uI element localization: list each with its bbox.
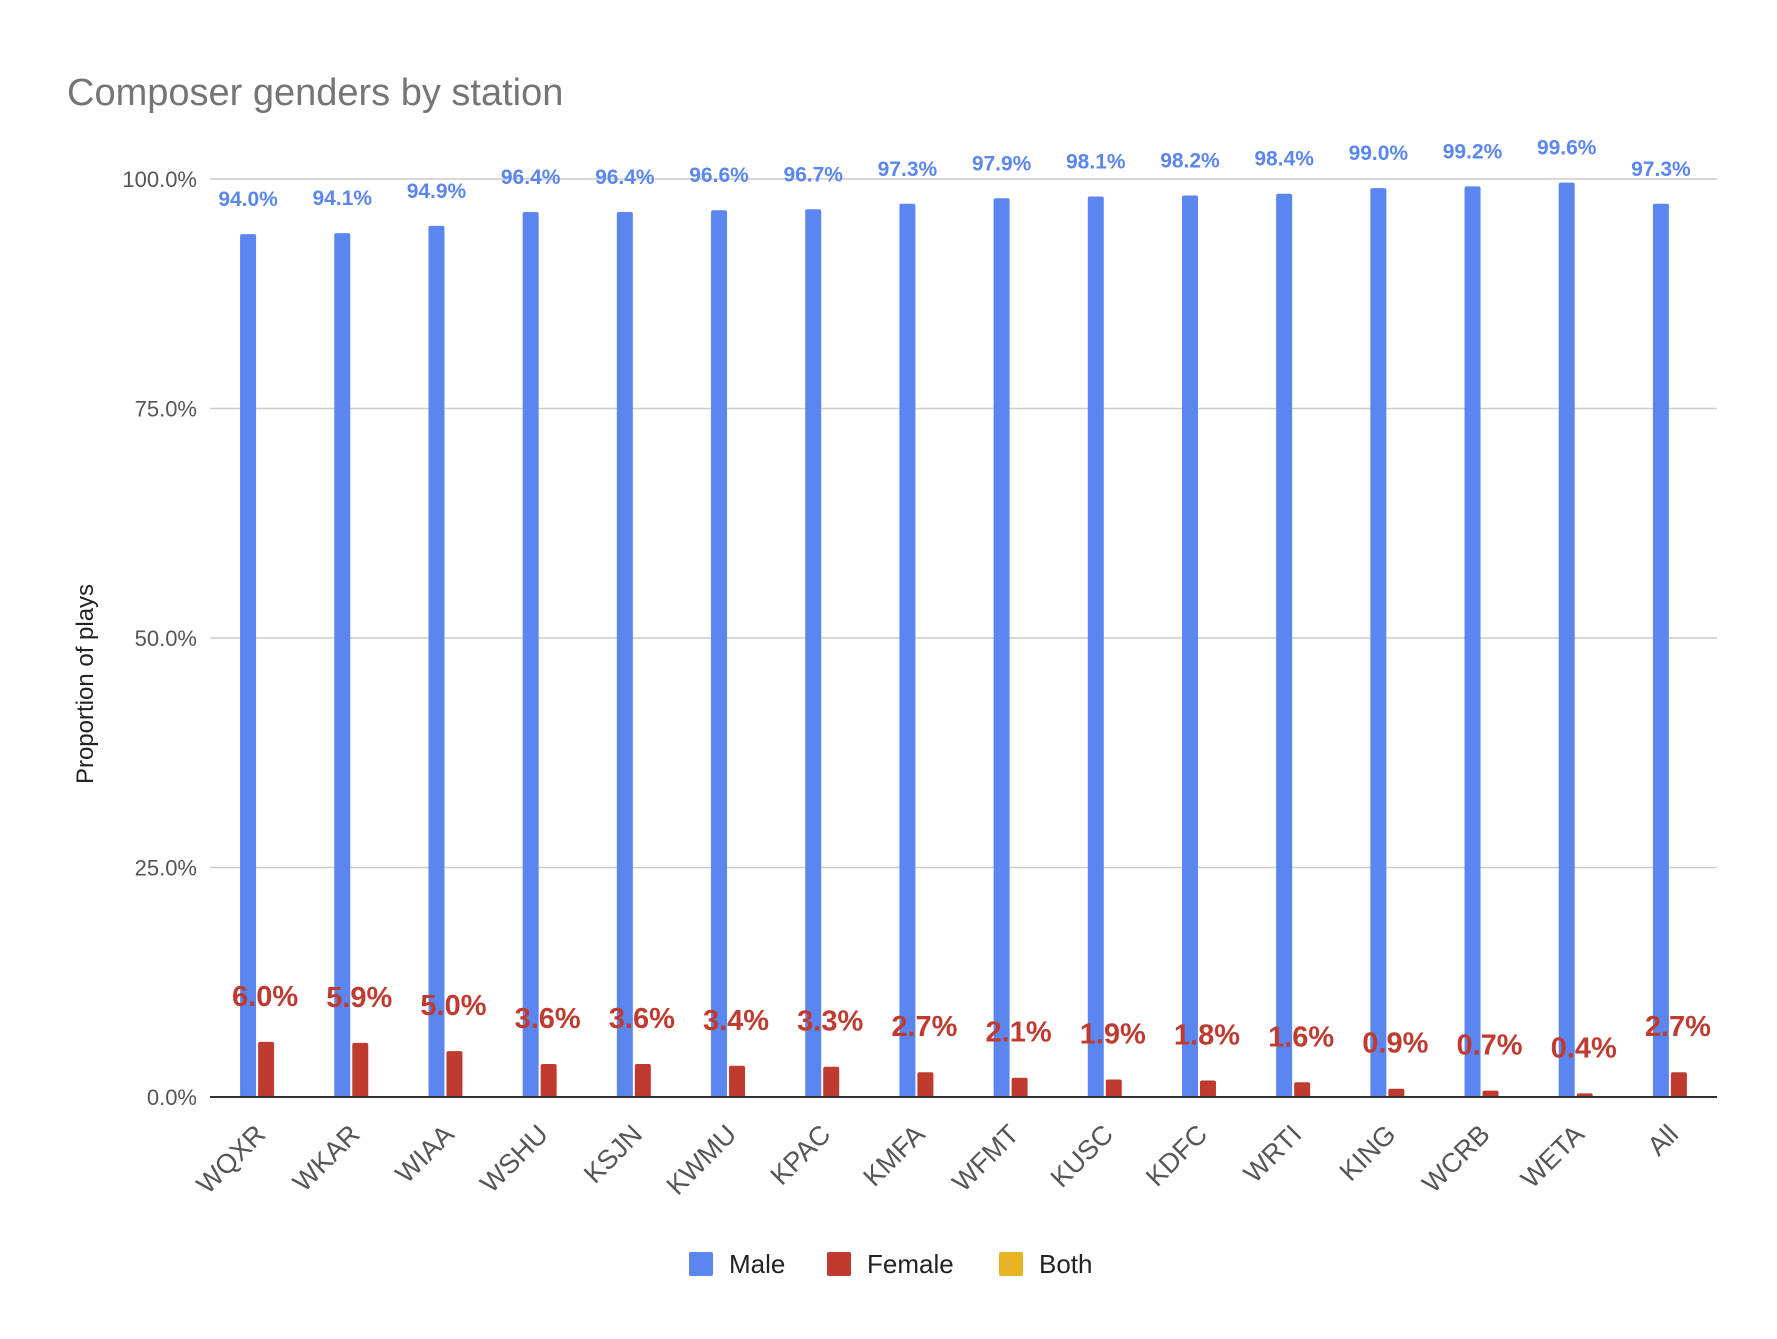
bar-male (1464, 186, 1481, 1097)
data-label-male: 99.6% (1537, 137, 1597, 160)
bar-female (917, 1072, 934, 1097)
data-labels: 94.0% 6.0% 94.1% 5.9% 94.9% 5.0% 96.4% 3.6% 96.4… (218, 137, 1711, 1065)
data-label-female: 2.1% (986, 1017, 1052, 1049)
bar-male (805, 209, 822, 1097)
data-label-female: 3.6% (609, 1003, 675, 1035)
legend-swatch-both (999, 1252, 1023, 1276)
bar-female (1388, 1088, 1405, 1097)
data-label-female: 3.3% (797, 1006, 863, 1038)
bar-female (729, 1065, 746, 1097)
y-axis-label: Proportion of plays (72, 584, 99, 784)
bar-male (1181, 195, 1198, 1098)
x-tick-label: WQXR (191, 1119, 272, 1200)
x-tick-label: KMFA (857, 1119, 930, 1192)
data-label-female: 0.9% (1362, 1028, 1428, 1060)
bar-male (522, 212, 539, 1098)
legend-swatch-female (827, 1252, 851, 1276)
x-tick-label: KWMU (661, 1119, 743, 1201)
legend-label-male: Male (729, 1249, 785, 1279)
bar-male (1652, 203, 1669, 1097)
data-label-male: 98.4% (1254, 148, 1314, 171)
bar-female (1199, 1080, 1216, 1097)
data-label-female: 1.6% (1268, 1021, 1334, 1053)
data-label-male: 97.3% (878, 158, 938, 181)
bar-male (899, 203, 916, 1097)
bar-male (428, 225, 445, 1097)
data-label-male: 94.0% (218, 188, 278, 211)
legend-label-both: Both (1039, 1249, 1093, 1279)
legend: Male Female Both (689, 1249, 1093, 1279)
data-label-female: 1.9% (1080, 1019, 1146, 1051)
bar-female (446, 1051, 463, 1097)
x-tick-label: KSJN (578, 1119, 648, 1189)
data-label-male: 98.1% (1066, 150, 1126, 173)
x-tick-label: All (1642, 1119, 1684, 1161)
data-label-male: 96.4% (595, 166, 655, 189)
bar-female (1105, 1079, 1122, 1097)
y-tick-label: 0.0% (147, 1085, 197, 1110)
bar-female (823, 1066, 840, 1097)
x-tick-label: KDFC (1140, 1119, 1213, 1192)
data-label-female: 2.7% (891, 1011, 957, 1043)
x-tick-label: WCRB (1416, 1119, 1496, 1199)
data-label-male: 99.2% (1443, 140, 1503, 163)
bar-male (1370, 188, 1387, 1097)
bar-male (711, 210, 728, 1097)
bar-male (1087, 196, 1104, 1097)
bar-female (1294, 1082, 1311, 1097)
data-label-female: 1.8% (1174, 1019, 1240, 1051)
data-label-female: 5.9% (326, 982, 392, 1014)
x-tick-label: WRTI (1238, 1119, 1308, 1189)
data-label-male: 94.1% (313, 187, 373, 210)
data-label-male: 99.0% (1349, 142, 1409, 165)
bar-female (1011, 1077, 1028, 1097)
bar-female (1670, 1072, 1687, 1097)
data-label-female: 5.0% (420, 990, 486, 1022)
data-label-male: 98.2% (1160, 150, 1220, 173)
data-label-female: 3.4% (703, 1005, 769, 1037)
data-label-female: 0.7% (1456, 1030, 1522, 1062)
bar-male (1558, 182, 1575, 1097)
data-label-female: 2.7% (1645, 1011, 1711, 1043)
bar-female (634, 1063, 651, 1097)
x-axis-ticks: WQXR WKAR WIAA WSHU KSJN KWMU KPAC KMFA WFMT KUSC… (191, 1119, 1684, 1201)
x-tick-label: WFMT (946, 1119, 1024, 1197)
legend-swatch-male (689, 1252, 713, 1276)
x-tick-label: WSHU (474, 1119, 554, 1199)
bar-male (240, 234, 257, 1097)
bar-male (993, 198, 1010, 1097)
data-label-female: 3.6% (515, 1003, 581, 1035)
data-label-male: 96.7% (783, 163, 843, 186)
data-label-male: 97.9% (972, 152, 1032, 175)
y-tick-label: 75.0% (135, 397, 197, 422)
x-tick-label: KING (1334, 1119, 1402, 1187)
bar-female (540, 1063, 557, 1097)
data-label-female: 0.4% (1551, 1032, 1617, 1064)
data-label-male: 96.6% (689, 164, 749, 187)
bar-male (616, 212, 633, 1098)
x-tick-label: WIAA (390, 1119, 460, 1189)
data-label-male: 96.4% (501, 166, 561, 189)
data-label-female: 6.0% (232, 981, 298, 1013)
bars (240, 182, 1687, 1098)
x-tick-label: KUSC (1045, 1119, 1119, 1193)
legend-label-female: Female (867, 1249, 954, 1279)
y-tick-label: 50.0% (135, 626, 197, 651)
y-axis-ticks: 0.0% 25.0% 50.0% 75.0% 100.0% (122, 167, 197, 1110)
x-tick-label: WKAR (287, 1119, 365, 1197)
chart-title: Composer genders by station (67, 72, 563, 114)
x-tick-label: KPAC (765, 1119, 837, 1191)
bar-female (1482, 1090, 1499, 1097)
bar-female (258, 1041, 275, 1097)
bar-male (334, 233, 351, 1098)
y-tick-label: 25.0% (135, 856, 197, 881)
y-tick-label: 100.0% (122, 167, 197, 192)
bar-male (1276, 193, 1293, 1098)
bar-female (352, 1042, 369, 1097)
data-label-male: 97.3% (1631, 158, 1691, 181)
data-label-male: 94.9% (407, 180, 467, 203)
x-tick-label: WETA (1515, 1119, 1590, 1194)
